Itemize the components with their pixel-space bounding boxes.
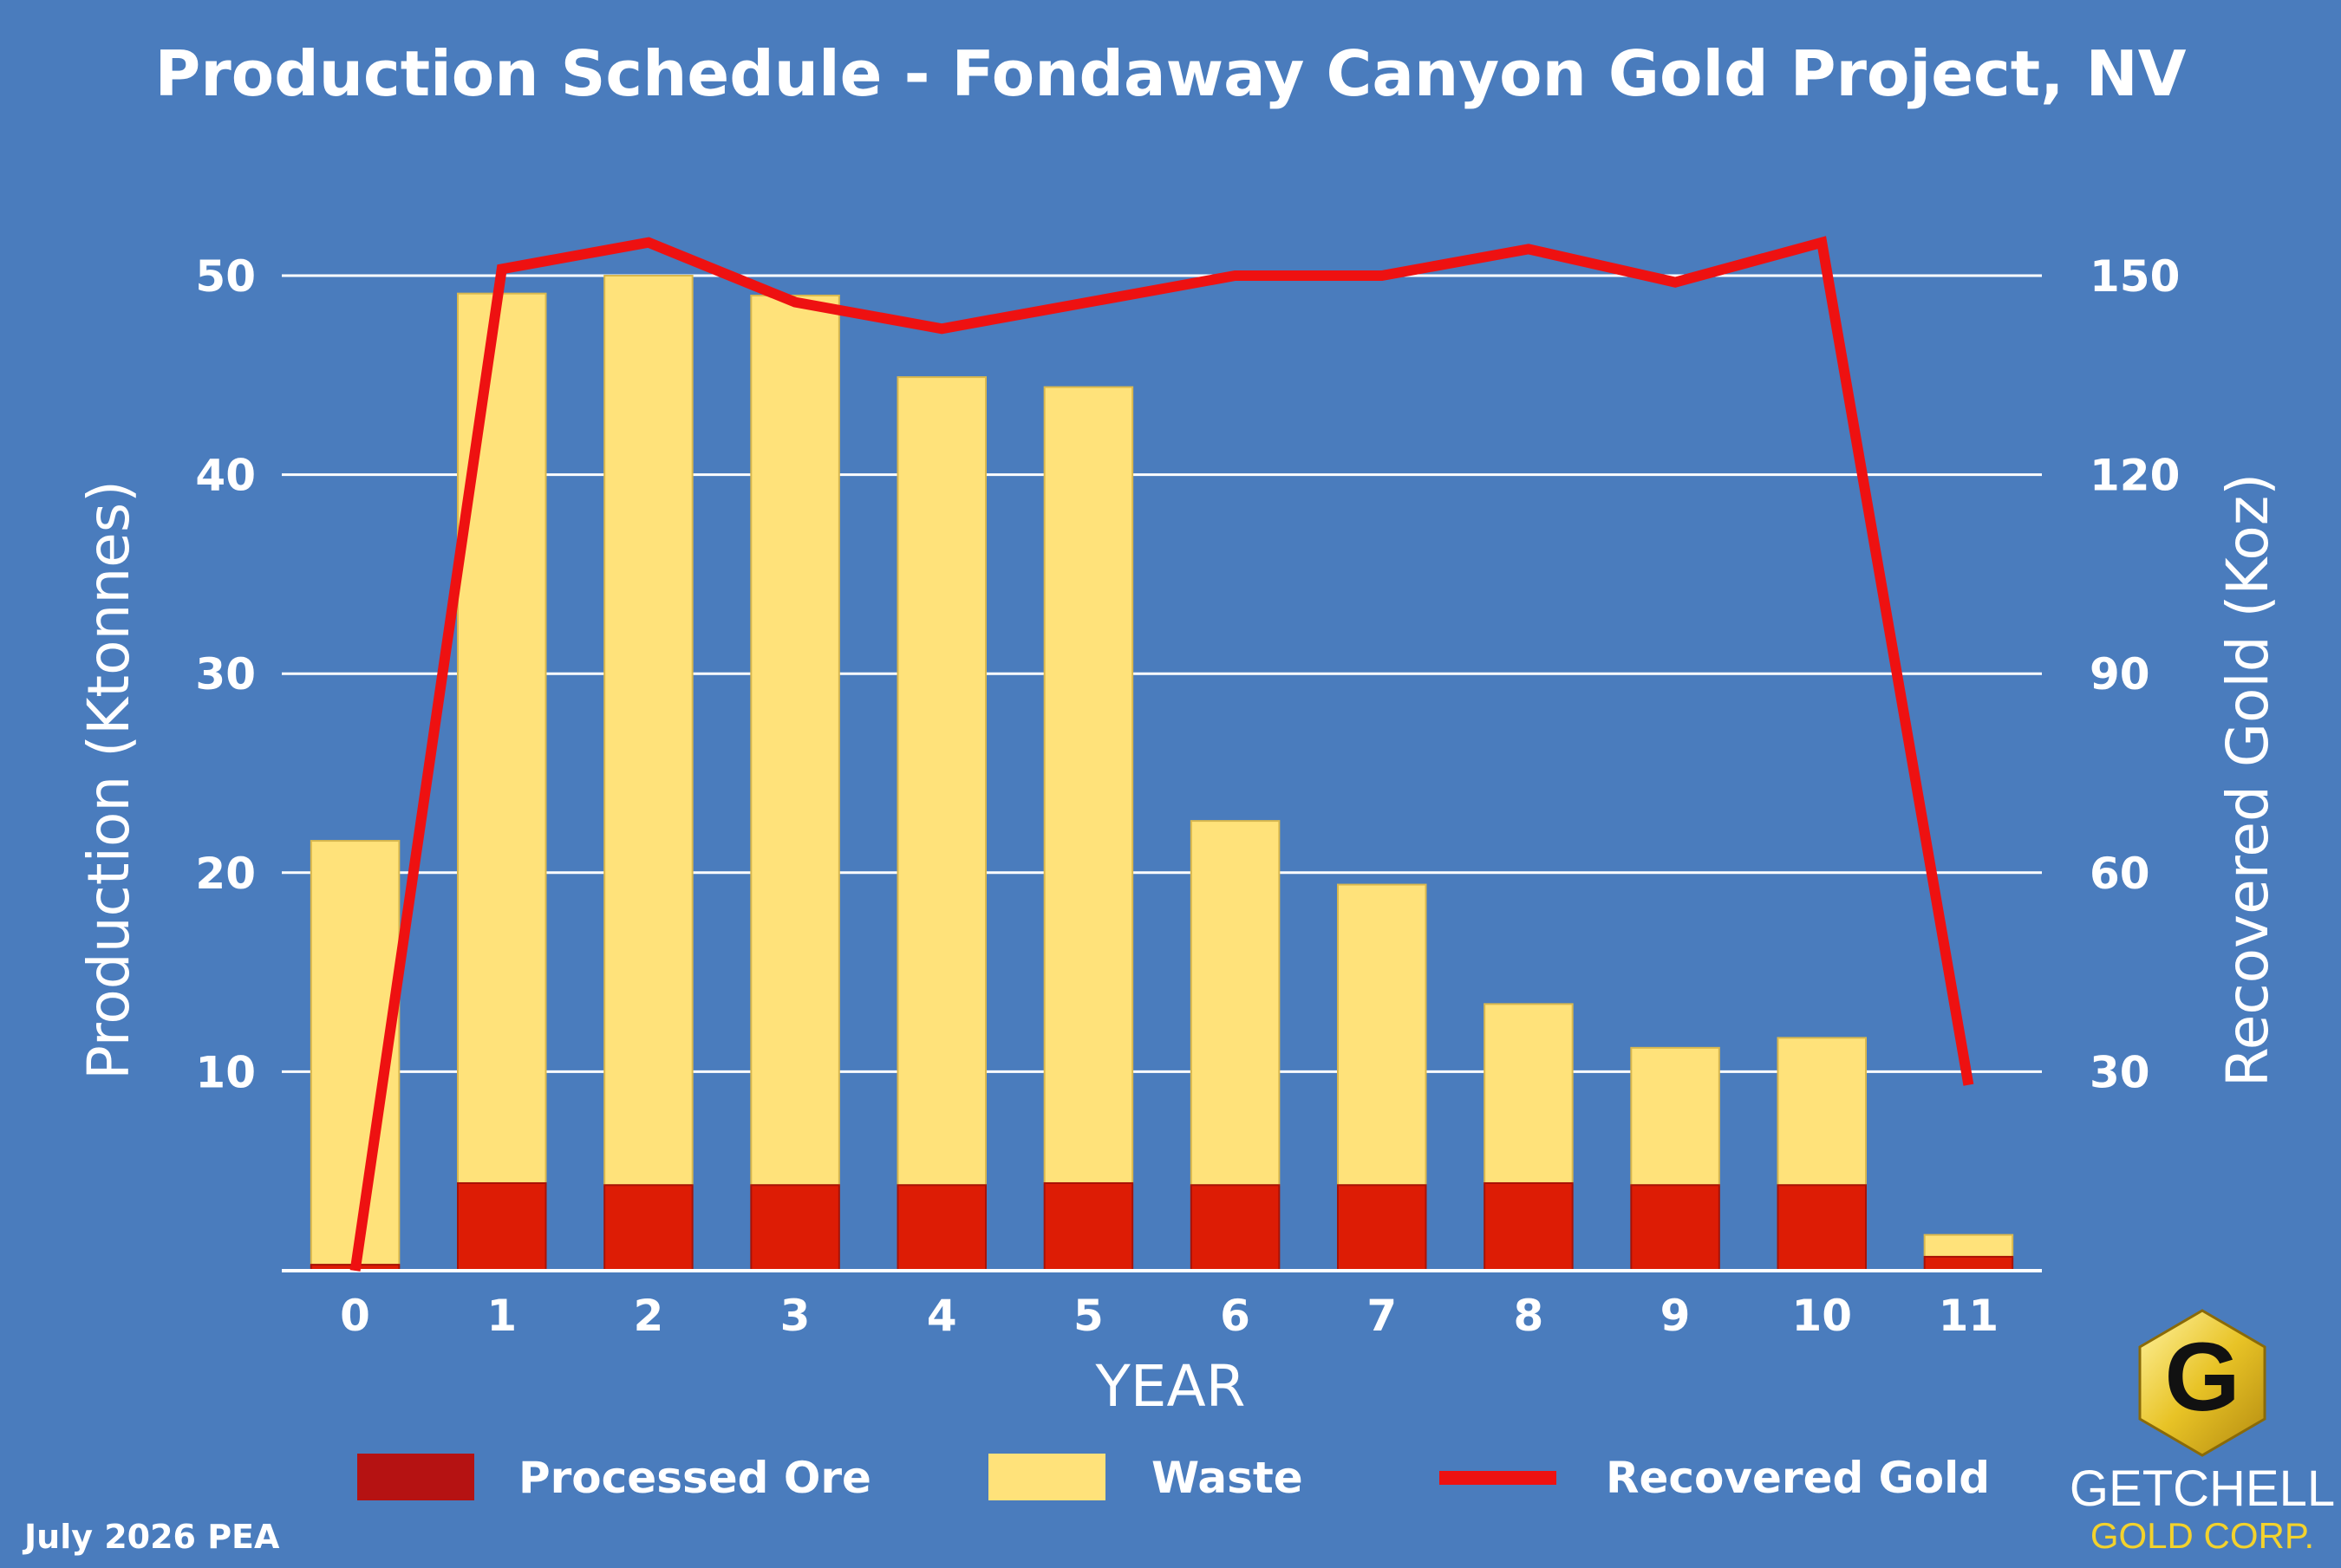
x-tick-label: 2: [634, 1291, 664, 1341]
legend-swatch-recovered-gold: [1439, 1471, 1556, 1485]
waste-bar: [1630, 1046, 1720, 1187]
footer-note: July 2026 PEA: [22, 1518, 280, 1556]
processed-ore-bar: [457, 1181, 547, 1272]
recovered-gold-line-layer: [349, 236, 1974, 1272]
x-tick-label: 9: [1660, 1291, 1691, 1341]
brand-name: GETCHELL: [2070, 1461, 2335, 1517]
y2-axis-ticks: 30 60 90 120 150: [2090, 251, 2180, 1097]
y-tick-label: 40: [195, 451, 256, 501]
x-tick-label: 3: [780, 1291, 811, 1341]
y2-tick-label: 90: [2090, 649, 2150, 699]
processed-ore-bar: [1923, 1255, 2014, 1272]
y-tick-label: 50: [195, 251, 256, 302]
y-axis-ticks: 10 20 30 40 50: [195, 251, 256, 1097]
processed-ore-bar: [897, 1184, 987, 1272]
x-axis-ticks: 0 1 2 3 4 5 6 7 8 9 10 11: [340, 1291, 1999, 1341]
legend-label-processed-ore: Processed Ore: [518, 1453, 871, 1503]
waste-bar: [1043, 386, 1134, 1184]
brand-subtitle: GOLD CORP.: [2090, 1515, 2314, 1556]
y-axis-label: Production (Ktonnes): [75, 480, 142, 1080]
legend-swatch-processed-ore: [357, 1454, 474, 1500]
waste-bar: [1337, 883, 1427, 1187]
y-tick-label: 20: [195, 849, 256, 899]
x-tick-label: 7: [1366, 1291, 1397, 1341]
bars: [310, 275, 2014, 1272]
y-tick-label: 30: [195, 649, 256, 699]
waste-bar: [1190, 820, 1281, 1187]
x-tick-label: 6: [1220, 1291, 1250, 1341]
logo-hexagon-icon: [2138, 1309, 2266, 1457]
processed-ore-bar: [1484, 1181, 1574, 1272]
waste-bar: [1923, 1233, 2014, 1258]
y2-tick-label: 30: [2090, 1047, 2150, 1097]
y2-tick-label: 120: [2090, 451, 2180, 501]
processed-ore-bar: [1777, 1184, 1867, 1272]
y2-tick-label: 60: [2090, 849, 2150, 899]
x-tick-label: 8: [1514, 1291, 1544, 1341]
processed-ore-bar: [603, 1184, 694, 1272]
processed-ore-bar: [1190, 1184, 1281, 1272]
x-axis-label: YEAR: [1094, 1353, 1245, 1420]
y-tick-label: 10: [195, 1047, 256, 1097]
processed-ore-bar: [750, 1184, 840, 1272]
waste-bar: [897, 376, 987, 1187]
waste-bar: [457, 292, 547, 1184]
legend-label-waste: Waste: [1151, 1453, 1303, 1503]
waste-bar: [1777, 1037, 1867, 1187]
waste-bar: [603, 275, 694, 1187]
grid-lines: [282, 274, 2042, 1073]
company-logo: G GETCHELL GOLD CORP.: [2070, 1309, 2335, 1556]
x-tick-label: 1: [486, 1291, 517, 1341]
waste-bar: [1484, 1003, 1574, 1184]
y2-tick-label: 150: [2090, 251, 2180, 302]
legend: Processed Ore Waste Recovered Gold: [357, 1453, 1990, 1503]
legend-swatch-waste: [988, 1454, 1105, 1500]
y2-axis-label: Recovered Gold (Koz): [2214, 473, 2281, 1087]
chart-title: Production Schedule - Fondaway Canyon Go…: [154, 37, 2186, 110]
x-tick-label: 0: [340, 1291, 370, 1341]
x-tick-label: 11: [1939, 1291, 1999, 1341]
legend-label-recovered-gold: Recovered Gold: [1606, 1453, 1990, 1503]
processed-ore-bar: [1630, 1184, 1720, 1272]
x-tick-label: 10: [1791, 1291, 1852, 1341]
processed-ore-bar: [1337, 1184, 1427, 1272]
recovered-gold-line: [349, 236, 1974, 1272]
waste-bar: [750, 294, 840, 1187]
processed-ore-bar: [1043, 1181, 1134, 1272]
x-tick-label: 4: [927, 1291, 957, 1341]
logo-letter: G: [2164, 1323, 2240, 1431]
x-tick-label: 5: [1073, 1291, 1104, 1341]
